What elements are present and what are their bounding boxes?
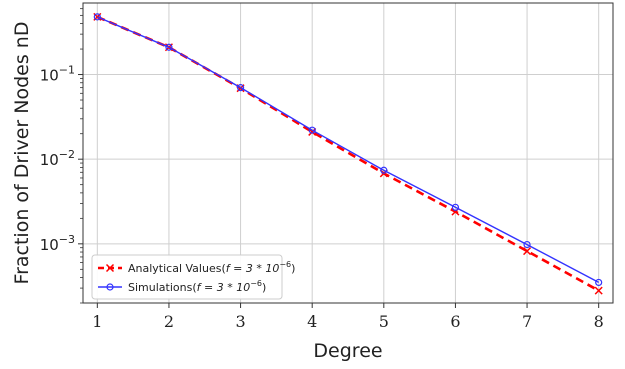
plot-frame [82,2,614,304]
y-tick-label: 10−3 [40,233,75,254]
legend-box [91,254,283,300]
x-tick-label: 5 [379,312,389,331]
data-point-2 [595,278,603,287]
data-point-2 [308,126,316,134]
y-tick-label: 10−1 [40,64,75,85]
data-point-2 [451,203,460,211]
y-axis-label: Fraction of Driver Nodes nD [11,22,33,285]
data-point-2 [380,166,388,174]
data-point-2 [236,84,245,92]
x-tick-label: 7 [522,312,532,331]
series-line-1 [96,15,600,292]
data-point-2 [165,43,173,51]
data-point-1 [594,286,603,295]
y-axis-ticks: 10−1 10−2 10−3 [40,8,83,304]
data-point-2 [93,13,101,21]
data-point-1 [523,247,532,256]
legend-marker-2 [106,283,114,291]
series-group [93,12,603,295]
series-line-2 [97,16,600,284]
x-tick-label: 3 [235,312,245,331]
legend-label-2: Simulations(f = 3 * 10−6) [128,279,266,294]
legend: Analytical Values(f = 3 * 10−6) Simulatio… [91,254,295,300]
x-tick-label: 6 [450,312,460,331]
x-tick-label: 8 [594,312,604,331]
legend-label-1: Analytical Values(f = 3 * 10−6) [128,260,295,275]
x-tick-label: 4 [307,312,317,331]
legend-marker-1 [105,263,115,273]
data-point-2 [523,240,531,249]
x-tick-label: 1 [92,312,102,331]
x-axis-ticks: 1 2 3 4 5 6 7 8 [92,303,604,331]
x-tick-label: 2 [164,312,174,331]
y-tick-label: 10−2 [40,148,75,169]
x-axis-label: Degree [313,340,382,362]
